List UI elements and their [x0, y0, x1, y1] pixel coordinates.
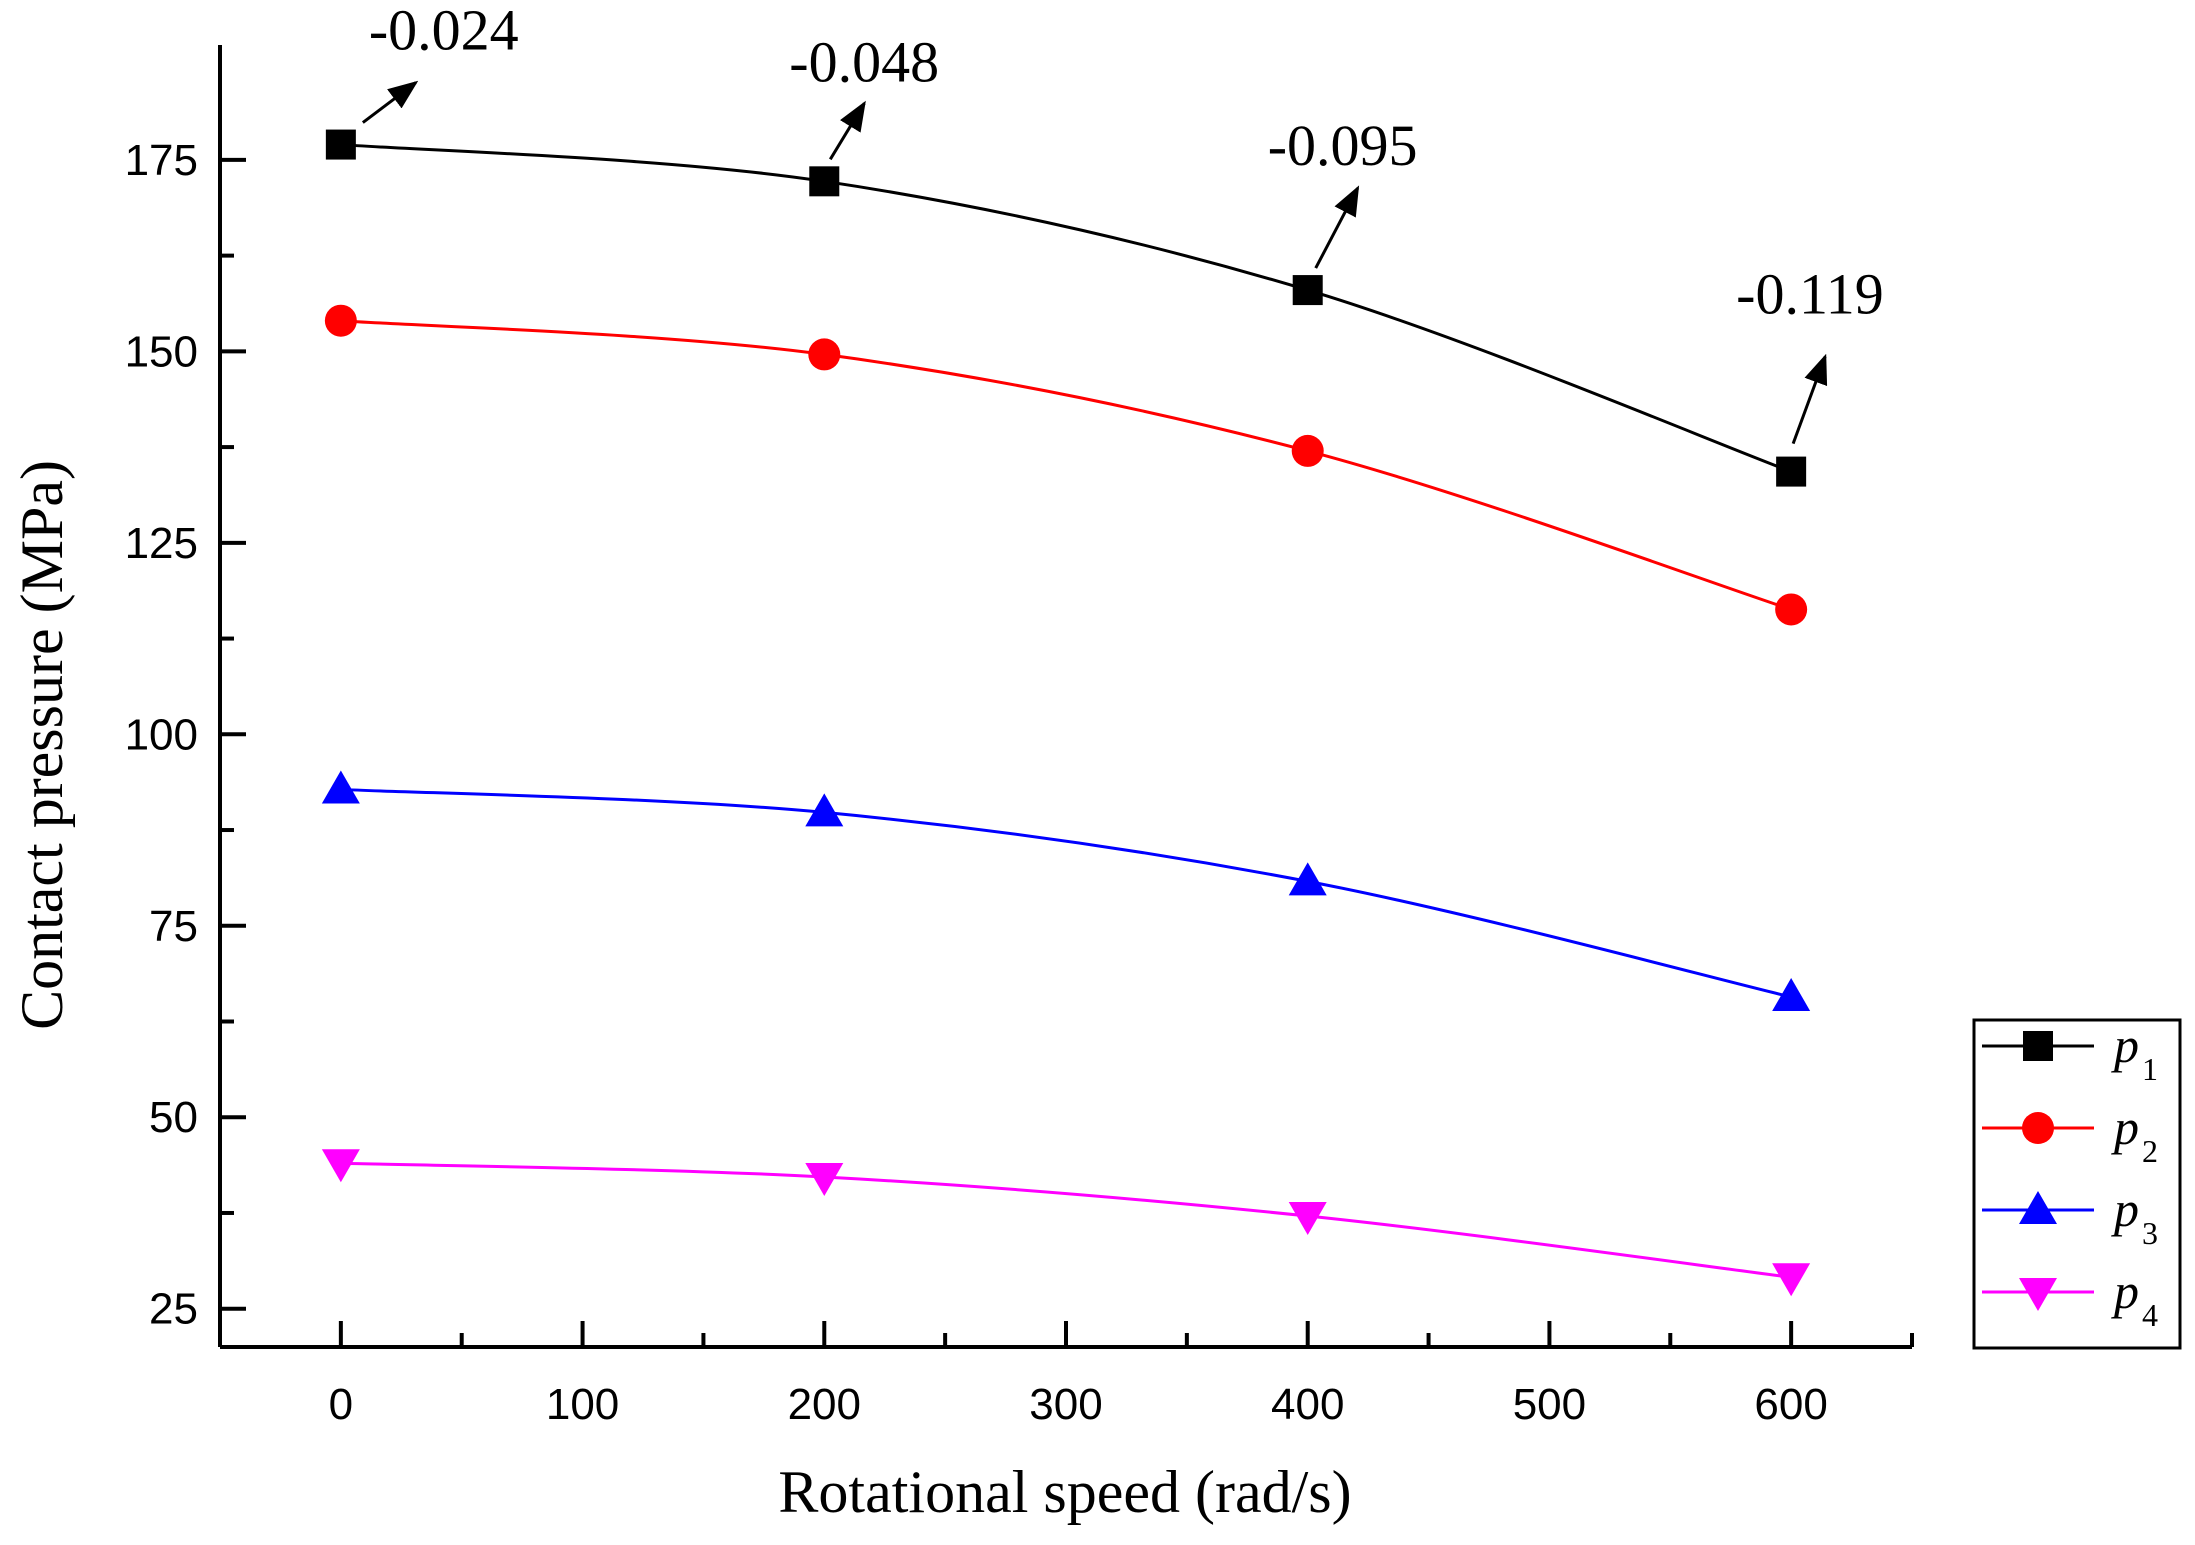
- y-tick-label: 50: [149, 1093, 198, 1142]
- data-point-p3: [321, 770, 360, 804]
- data-point-p2: [1775, 593, 1808, 626]
- legend-marker-p1: [2023, 1031, 2053, 1061]
- series-line-p2: [340, 319, 1792, 611]
- legend-subscript-p1: 1: [2142, 1051, 2158, 1087]
- series-line-p1: [340, 143, 1792, 474]
- y-tick-label: 150: [125, 327, 198, 376]
- x-tick-label: 400: [1271, 1380, 1344, 1429]
- x-tick-label: 600: [1754, 1380, 1827, 1429]
- data-point-p2: [324, 304, 357, 337]
- y-axis-title: Contact pressure (MPa): [9, 460, 75, 1030]
- data-point-p3: [1772, 977, 1811, 1011]
- data-point-p4: [1288, 1202, 1327, 1236]
- x-tick-label: 0: [329, 1380, 353, 1429]
- y-tick-label: 100: [125, 710, 198, 759]
- legend-label-p1: p: [2111, 1017, 2139, 1073]
- x-tick-label: 300: [1029, 1380, 1102, 1429]
- annotation-arrow: [361, 80, 419, 124]
- data-point-p1: [809, 166, 840, 197]
- series-lines: [340, 143, 1792, 1279]
- legend-marker-p4: [2019, 1278, 2057, 1311]
- x-tick-label: 500: [1513, 1380, 1586, 1429]
- data-point-p2: [808, 338, 841, 371]
- legend-subscript-p3: 3: [2142, 1215, 2158, 1251]
- data-point-p4: [1772, 1263, 1811, 1297]
- data-point-p2: [1291, 434, 1324, 467]
- legend-label-p2: p: [2111, 1099, 2139, 1155]
- legend: p 1p 2p 3p 4: [1972, 1017, 2182, 1350]
- annotation-label: -0.095: [1268, 113, 1418, 178]
- y-tick-label: 25: [149, 1285, 198, 1334]
- y-tick-label: 125: [125, 519, 198, 568]
- x-tick-label: 200: [788, 1380, 861, 1429]
- legend-subscript-p2: 2: [2142, 1133, 2158, 1169]
- legend-label-p4: p: [2111, 1263, 2139, 1319]
- legend-marker-p2: [2022, 1112, 2054, 1144]
- legend-label-p3: p: [2111, 1181, 2139, 1237]
- annotation-label: -0.048: [789, 29, 939, 94]
- data-point-p1: [325, 129, 356, 160]
- data-point-p3: [1288, 862, 1327, 896]
- annotation-arrow: [829, 100, 866, 161]
- annotation-label: -0.119: [1736, 262, 1884, 327]
- legend-subscript-p4: 4: [2142, 1297, 2158, 1333]
- y-tick-label: 175: [125, 136, 198, 185]
- annotation-arrow: [1314, 185, 1360, 269]
- y-tick-label: 75: [149, 902, 198, 951]
- data-point-p4: [805, 1162, 844, 1196]
- data-point-p1: [1292, 275, 1323, 306]
- legend-marker-p3: [2019, 1191, 2057, 1224]
- series-markers: [321, 129, 1811, 1297]
- x-axis-title: Rotational speed (rad/s): [778, 1459, 1351, 1525]
- axes: 0 100 200 300 400 500 600 25 50 75 100 125 150 175: [125, 45, 1914, 1429]
- data-point-p1: [1776, 456, 1807, 487]
- annotation-arrow: [1791, 353, 1828, 445]
- annotation-label: -0.024: [369, 0, 519, 63]
- annotations: -0.024 -0.048 -0.095 -0.119: [361, 0, 1884, 445]
- x-tick-label: 100: [546, 1380, 619, 1429]
- series-line-p4: [340, 1161, 1792, 1279]
- series-line-p3: [340, 787, 1792, 999]
- data-point-p3: [805, 793, 844, 827]
- data-point-p4: [321, 1149, 360, 1183]
